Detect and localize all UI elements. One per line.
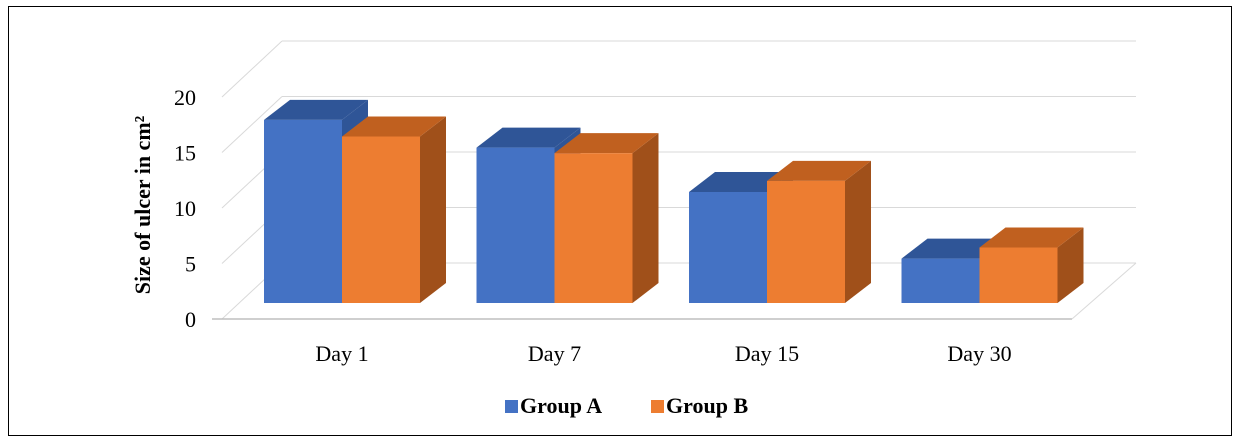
y-tick-label: 5 (185, 252, 196, 277)
bar-front (689, 192, 767, 303)
bar-group-b-day-7 (554, 133, 659, 303)
floor-edge (1071, 262, 1137, 320)
bar-side (420, 116, 446, 303)
bar-side (1057, 227, 1084, 303)
bar-front (554, 153, 633, 303)
y-tick-label: 10 (174, 196, 196, 221)
bar-top (554, 133, 659, 154)
gridline-diagonal (221, 40, 283, 98)
y-tick-label: 15 (174, 141, 196, 166)
bars (264, 99, 1084, 303)
legend-label: Group A (520, 393, 602, 418)
bar-front (979, 247, 1058, 303)
bar-front (901, 258, 980, 303)
bar-side (632, 133, 659, 303)
x-axis-ticks: Day 1 Day 7 Day 15 Day 30 (315, 341, 1011, 366)
bar-front (342, 136, 420, 303)
bar-side (845, 160, 871, 303)
bar-group-b-day-30 (979, 227, 1084, 303)
legend-swatch (505, 400, 518, 413)
gridline-diagonal (221, 96, 283, 153)
bar-top (979, 227, 1084, 248)
y-axis-ticks: 0 5 10 15 20 (174, 85, 196, 332)
bar-front (767, 180, 845, 303)
y-axis-title: Size of ulcer in cm² (130, 115, 155, 294)
bar-front (476, 147, 555, 303)
y-tick-label: 0 (185, 307, 196, 332)
legend-swatch (651, 400, 664, 413)
bar-top (264, 99, 368, 120)
bar-group-b-day-1 (342, 116, 446, 303)
x-tick-label: Day 15 (735, 341, 799, 366)
bar-top (342, 116, 446, 137)
bar-top (767, 160, 871, 181)
bar-top (476, 127, 581, 148)
legend: Group A Group B (505, 393, 748, 418)
x-tick-label: Day 7 (528, 341, 581, 366)
y-tick-label: 20 (174, 85, 196, 110)
x-tick-label: Day 1 (315, 341, 368, 366)
bar-group-b-day-15 (767, 160, 871, 303)
x-tick-label: Day 30 (947, 341, 1011, 366)
legend-label: Group B (666, 393, 748, 418)
bar-front (264, 119, 342, 303)
